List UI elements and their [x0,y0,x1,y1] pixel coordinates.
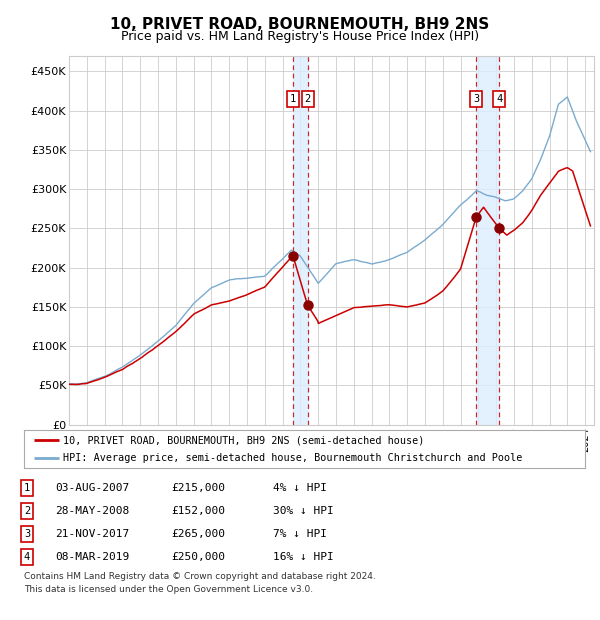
Text: 3: 3 [473,94,479,104]
Text: This data is licensed under the Open Government Licence v3.0.: This data is licensed under the Open Gov… [24,585,313,594]
Text: 3: 3 [24,529,30,539]
Text: 2: 2 [305,94,311,104]
Text: £250,000: £250,000 [171,552,225,562]
Text: £152,000: £152,000 [171,506,225,516]
Text: 2: 2 [24,506,30,516]
Bar [476,56,499,425]
Text: 16% ↓ HPI: 16% ↓ HPI [273,552,334,562]
Text: 30% ↓ HPI: 30% ↓ HPI [273,506,334,516]
Text: 10, PRIVET ROAD, BOURNEMOUTH, BH9 2NS: 10, PRIVET ROAD, BOURNEMOUTH, BH9 2NS [110,17,490,32]
Text: 4: 4 [24,552,30,562]
Text: £265,000: £265,000 [171,529,225,539]
Text: 4% ↓ HPI: 4% ↓ HPI [273,483,327,493]
Text: 1: 1 [290,94,296,104]
Text: 21-NOV-2017: 21-NOV-2017 [55,529,130,539]
Text: Price paid vs. HM Land Registry's House Price Index (HPI): Price paid vs. HM Land Registry's House … [121,30,479,43]
Text: HPI: Average price, semi-detached house, Bournemouth Christchurch and Poole: HPI: Average price, semi-detached house,… [63,453,523,464]
Text: 4: 4 [496,94,502,104]
Text: 10, PRIVET ROAD, BOURNEMOUTH, BH9 2NS (semi-detached house): 10, PRIVET ROAD, BOURNEMOUTH, BH9 2NS (s… [63,435,425,445]
Text: 03-AUG-2007: 03-AUG-2007 [55,483,130,493]
Text: 08-MAR-2019: 08-MAR-2019 [55,552,130,562]
Bar [293,56,308,425]
Text: 1: 1 [24,483,30,493]
Text: 28-MAY-2008: 28-MAY-2008 [55,506,130,516]
Text: Contains HM Land Registry data © Crown copyright and database right 2024.: Contains HM Land Registry data © Crown c… [24,572,376,581]
Text: 7% ↓ HPI: 7% ↓ HPI [273,529,327,539]
Text: £215,000: £215,000 [171,483,225,493]
